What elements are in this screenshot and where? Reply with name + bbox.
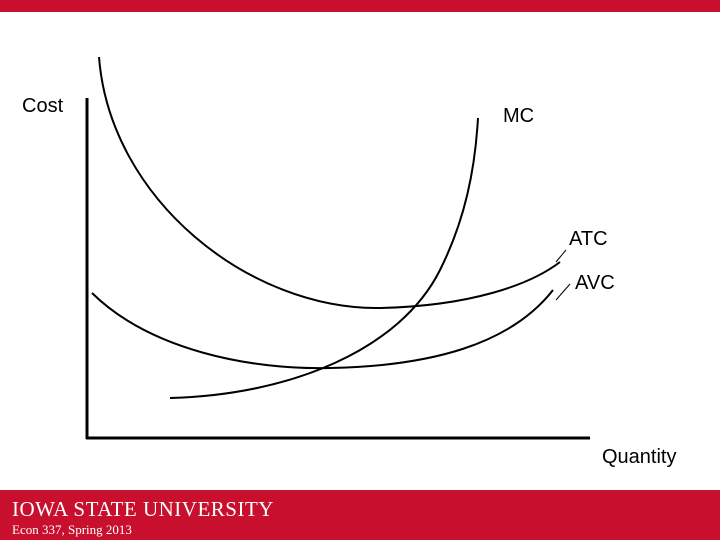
course-info: Econ 337, Spring 2013 [12, 522, 132, 537]
avc-label: AVC [575, 272, 615, 294]
mc-curve [169, 117, 479, 399]
top-bar [0, 0, 720, 12]
footer-band [0, 490, 720, 540]
avc-curve [91, 289, 554, 370]
x-axis-label: Quantity [602, 446, 676, 468]
mc-label: MC [503, 105, 534, 127]
atc-curve [98, 56, 561, 310]
logo: IOWA STATE UNIVERSITY [12, 497, 274, 521]
avc-leader [555, 283, 571, 301]
y-axis-label: Cost [22, 95, 64, 117]
atc-label: ATC [569, 228, 608, 250]
atc-leader [555, 249, 567, 263]
